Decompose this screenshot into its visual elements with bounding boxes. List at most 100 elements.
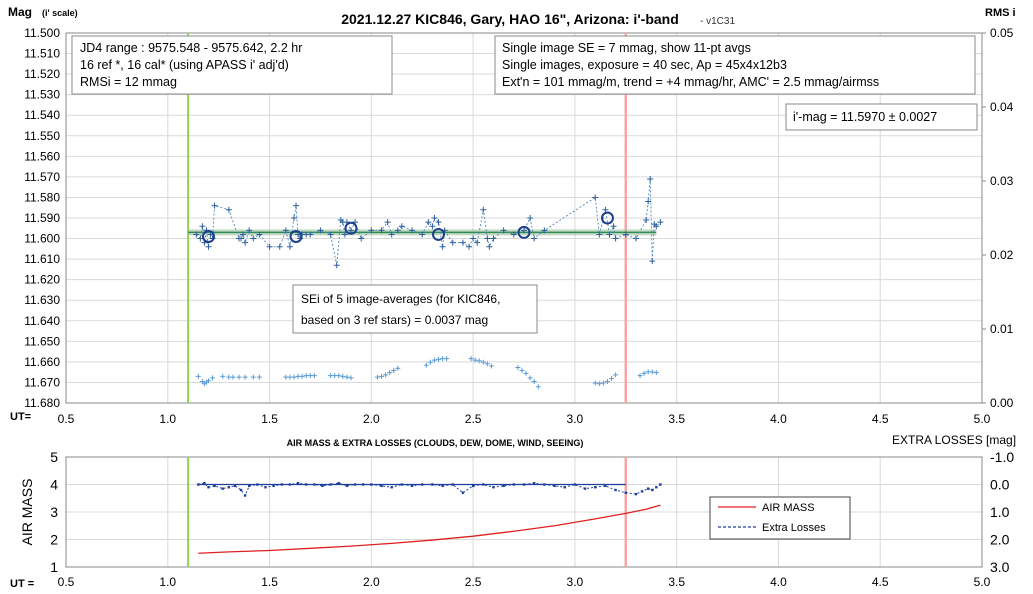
extra-losses-point — [296, 481, 300, 485]
bottom-y2-tick-label: 3.0 — [990, 559, 1010, 575]
extra-losses-point — [624, 491, 627, 494]
bottom-y2-tick-label: 1.0 — [990, 504, 1010, 520]
single-image-point — [474, 239, 481, 246]
bottom-y2-tick-label: -1.0 — [990, 449, 1014, 465]
rms-point — [596, 381, 602, 387]
info-box-sei-line-1: SEi of 5 image-averages (for KIC846, — [301, 292, 500, 306]
top-y2-tick-label: 0.01 — [990, 322, 1014, 336]
extra-losses-point — [451, 483, 454, 486]
top-x-tick-label: 4.0 — [770, 412, 787, 426]
top-title: 2021.12.27 KIC846, Gary, HAO 16", Arizon… — [341, 11, 679, 27]
extra-losses-point — [512, 483, 516, 486]
top-y-tick-label: 11.650 — [24, 334, 60, 348]
average-point — [432, 227, 446, 241]
bottom-title: AIR MASS & EXTRA LOSSES (CLOUDS, DEW, DO… — [287, 438, 584, 448]
top-y2-tick-label: 0.04 — [990, 100, 1014, 114]
rms-point — [236, 374, 242, 380]
average-point — [600, 211, 614, 225]
top-y2-tick-label: 0.02 — [990, 248, 1014, 262]
top-y2-label: RMS i — [985, 7, 1016, 19]
extra-losses-point — [345, 484, 349, 488]
rms-point — [476, 358, 482, 364]
single-image-point — [632, 235, 639, 242]
rms-point — [519, 367, 525, 373]
extra-losses-point — [288, 483, 292, 486]
extra-losses-point — [410, 484, 414, 488]
rms-point — [291, 374, 297, 380]
extra-losses-point — [461, 491, 465, 494]
single-image-point — [394, 227, 401, 234]
single-image-point — [341, 231, 348, 238]
info-box-exposure-line-1: Single image SE = 7 mmag, show 11-pt avg… — [502, 41, 751, 55]
extra-losses-point — [471, 484, 475, 488]
single-image-point — [531, 235, 538, 242]
bottom-x-tick-label: 2.5 — [465, 575, 482, 589]
top-x-tick-label: 0.5 — [58, 412, 75, 426]
extra-losses-point — [243, 494, 247, 497]
extra-losses-point — [583, 487, 587, 490]
single-image-point — [398, 223, 405, 230]
bottom-y-tick-label: 5 — [50, 449, 58, 465]
legend-extra-losses-label: Extra Losses — [762, 522, 826, 534]
extra-losses-point — [380, 484, 383, 488]
rms-point — [484, 361, 490, 367]
info-box-exposure: Single image SE = 7 mmag, show 11-pt avg… — [494, 35, 976, 95]
legend-airmass-label: AIR MASS — [762, 502, 815, 514]
bottom-y2-label: EXTRA LOSSES [mag] — [892, 433, 1016, 447]
top-y-tick-label: 11.510 — [24, 47, 60, 61]
extra-losses-point — [337, 481, 340, 485]
extra-losses-point — [207, 486, 210, 489]
rms-point — [637, 373, 643, 379]
extra-losses-point — [227, 486, 231, 489]
extra-losses-point — [272, 484, 275, 488]
average-point — [344, 221, 358, 235]
rms-point — [604, 379, 610, 385]
rms-point — [592, 380, 598, 386]
bottom-x-tick-label: 4.5 — [872, 575, 889, 589]
top-y-tick-label: 11.610 — [24, 252, 60, 266]
extra-losses-point — [553, 484, 556, 488]
rms-point — [395, 365, 401, 371]
single-image-point — [193, 231, 200, 238]
rms-point — [344, 374, 350, 380]
single-image-point — [596, 231, 603, 238]
top-version-label: - v1C31 — [700, 16, 735, 27]
rms-point — [515, 364, 521, 370]
extra-losses-point — [659, 483, 662, 486]
top-y-tick-label: 11.670 — [24, 375, 60, 389]
single-image-point — [286, 243, 293, 250]
rms-point — [531, 379, 537, 385]
top-y-tick-label: 11.530 — [24, 88, 60, 102]
extra-losses-point — [264, 486, 267, 489]
bottom-series — [187, 457, 662, 567]
rms-point — [340, 373, 346, 379]
single-image-point — [510, 231, 517, 238]
info-box-range-line-2: 16 ref *, 16 cal* (using APASS i' adj'd) — [80, 58, 289, 72]
extra-losses-point — [640, 490, 644, 493]
single-image-point — [419, 231, 426, 238]
bottom-x-tick-label: 2.0 — [363, 575, 380, 589]
single-image-point — [592, 194, 599, 201]
extra-losses-point — [256, 483, 259, 486]
single-image-point — [333, 262, 340, 269]
single-image-point — [439, 243, 446, 250]
single-image-point — [256, 231, 263, 238]
top-x-tick-label: 1.5 — [261, 412, 278, 426]
single-image-point — [527, 215, 534, 221]
average-point — [517, 225, 531, 239]
single-image-point — [490, 235, 497, 242]
extra-losses-point — [431, 483, 434, 486]
top-y-tick-label: 11.540 — [24, 108, 60, 122]
extra-losses-point — [213, 484, 216, 488]
single-image-point — [347, 227, 354, 234]
info-box-range: JD4 range : 9575.548 - 9575.642, 2.2 hr … — [71, 35, 393, 95]
rms-point — [299, 373, 305, 379]
single-image-point — [368, 227, 375, 234]
extra-losses-point — [441, 484, 444, 488]
extra-losses-point — [280, 483, 283, 486]
single-image-point — [276, 243, 283, 250]
single-image-point — [327, 231, 334, 238]
extra-losses-point — [522, 483, 526, 486]
rms-point — [436, 356, 442, 362]
top-y2-tick-label: 0.03 — [990, 174, 1014, 188]
